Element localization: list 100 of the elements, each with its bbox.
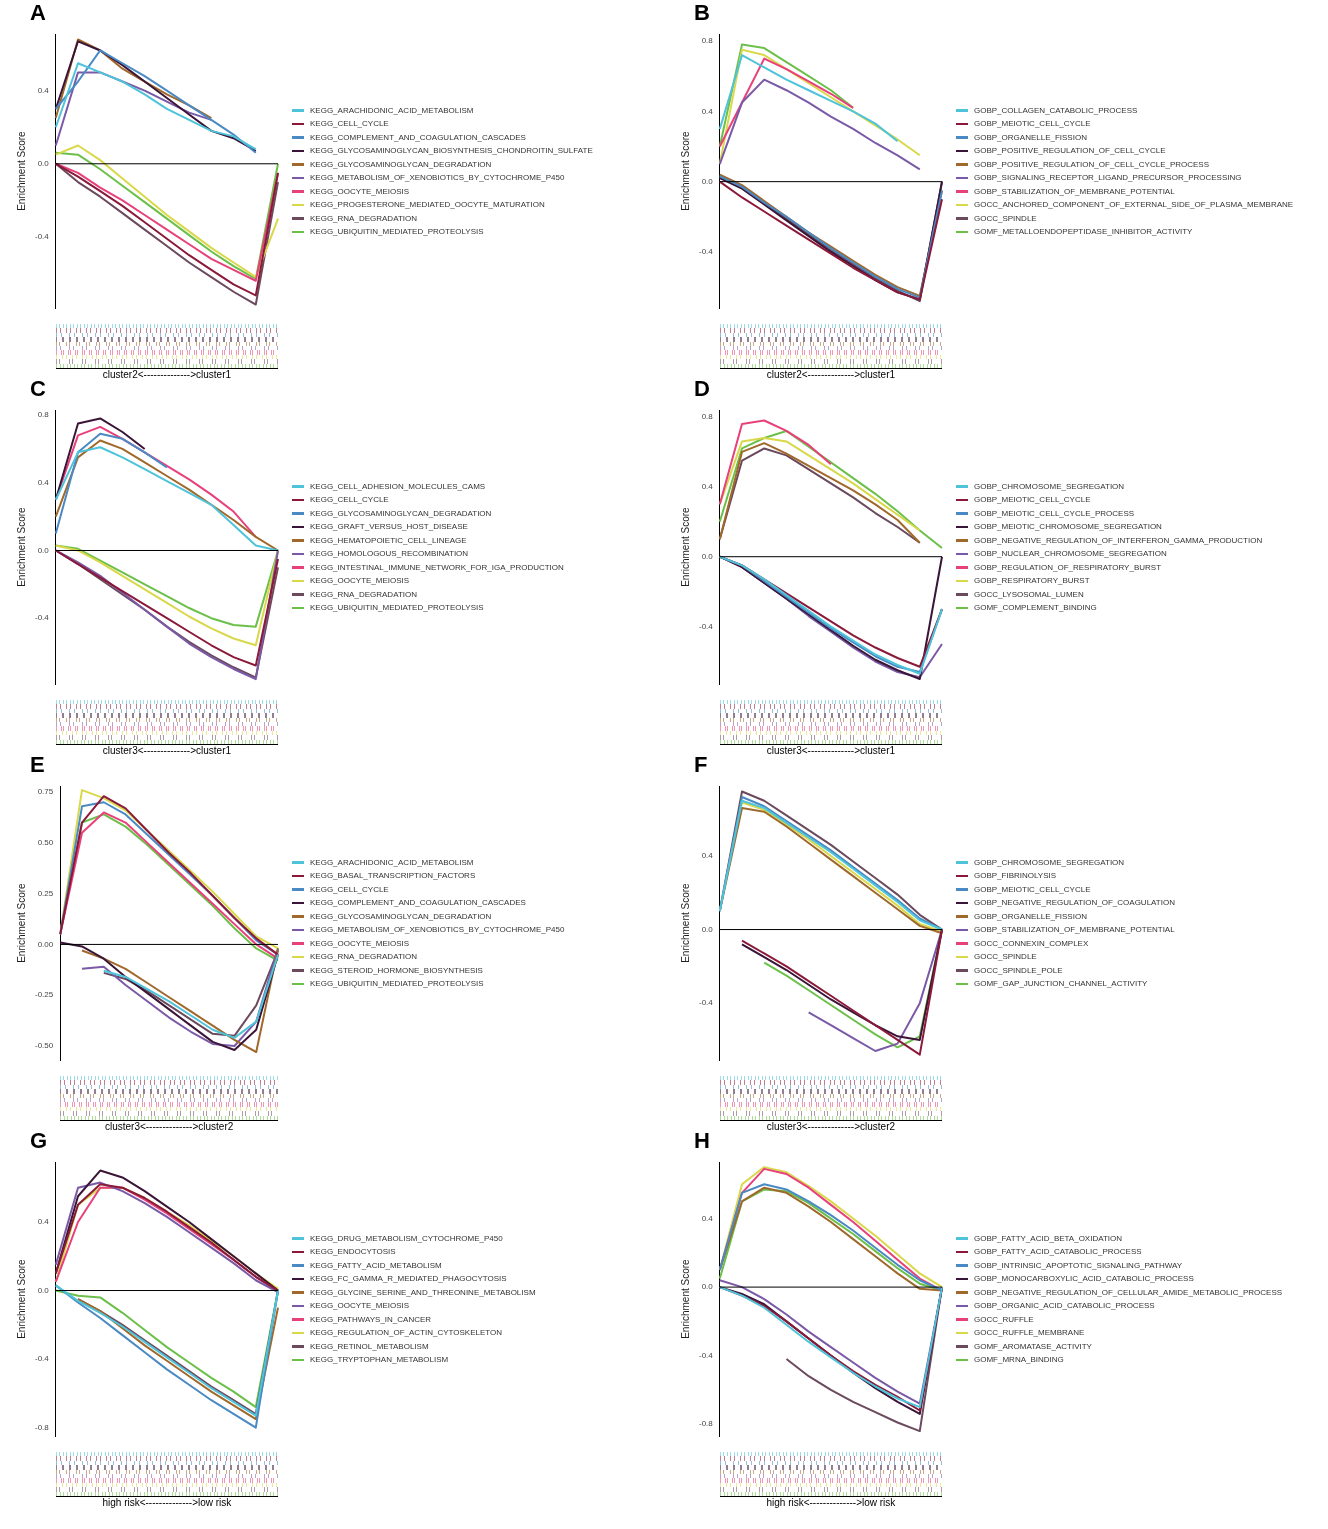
legend-label: KEGG_PROGESTERONE_MEDIATED_OOCYTE_MATURATION xyxy=(310,199,545,212)
y-axis-title: Enrichment Score xyxy=(15,882,27,963)
y-tick-label: 0.8 xyxy=(37,410,50,420)
y-tick-label: 0.4 xyxy=(701,1213,714,1223)
legend-label: KEGG_PATHWAYS_IN_CANCER xyxy=(310,1313,432,1326)
legend-label: KEGG_REGULATION_OF_ACTIN_CYTOSKELETON xyxy=(310,1327,503,1340)
legend-label: GOBP_MEIOTIC_CHROMOSOME_SEGREGATION xyxy=(974,521,1162,534)
chart-title: H xyxy=(694,1128,710,1154)
legend-label: GOCC_RUFFLE_MEMBRANE xyxy=(974,1327,1085,1340)
legend-label: KEGG_RNA_DEGRADATION xyxy=(310,951,417,964)
legend-label: KEGG_FC_GAMMA_R_MEDIATED_PHAGOCYTOSIS xyxy=(310,1273,507,1286)
chart-title: G xyxy=(30,1128,48,1154)
y-tick-label: 0.0 xyxy=(37,158,50,168)
y-tick-label: 0.0 xyxy=(701,176,714,186)
y-tick-label: -0.4 xyxy=(698,1350,714,1360)
y-tick-label: 0.0 xyxy=(37,545,50,555)
chart-title: D xyxy=(694,376,710,402)
legend-label: GOBP_ORGANELLE_FISSION xyxy=(974,910,1087,923)
legend-label: KEGG_ARACHIDONIC_ACID_METABOLISM xyxy=(310,104,474,117)
legend-label: KEGG_CELL_CYCLE xyxy=(310,494,389,507)
legend-label: GOCC_SPINDLE_POLE xyxy=(974,964,1063,977)
legend-label: KEGG_ARACHIDONIC_ACID_METABOLISM xyxy=(310,856,474,869)
legend-label: KEGG_CELL_CYCLE xyxy=(310,883,389,896)
legend-label: GOBP_MEIOTIC_CELL_CYCLE_PROCESS xyxy=(974,507,1135,520)
y-tick-label: 0.50 xyxy=(37,838,54,848)
legend-label: GOCC_ANCHORED_COMPONENT_OF_EXTERNAL_SIDE_OF_PLASMA_MEMBRANE xyxy=(974,199,1294,212)
legend-label: KEGG_OOCYTE_MEIOSIS xyxy=(310,185,410,198)
legend-label: KEGG_COMPLEMENT_AND_COAGULATION_CASCADES xyxy=(310,897,526,910)
legend-label: GOCC_RUFFLE xyxy=(974,1313,1034,1326)
legend-label: GOBP_NEGATIVE_REGULATION_OF_CELLULAR_AMIDE_METABOLIC_PROCESS xyxy=(974,1286,1283,1299)
legend-label: GOCC_LYSOSOMAL_LUMEN xyxy=(974,588,1084,601)
legend-label: KEGG_HOMOLOGOUS_RECOMBINATION xyxy=(310,548,469,561)
legend-label: GOMF_METALLOENDOPEPTIDASE_INHIBITOR_ACTIVITY xyxy=(974,226,1193,239)
y-tick-label: 0.4 xyxy=(37,1217,50,1227)
chart-title: C xyxy=(30,376,46,402)
legend-label: GOBP_MEIOTIC_CELL_CYCLE xyxy=(974,118,1091,131)
legend-label: GOBP_POSITIVE_REGULATION_OF_CELL_CYCLE_PROCESS xyxy=(974,158,1210,171)
legend-label: GOBP_RESPIRATORY_BURST xyxy=(974,575,1090,588)
chart-title: E xyxy=(30,752,45,778)
legend-label: GOBP_STABILIZATION_OF_MEMBRANE_POTENTIAL xyxy=(974,924,1175,937)
y-tick-label: 0.8 xyxy=(701,36,714,46)
legend-label: KEGG_ENDOCYTOSIS xyxy=(310,1246,396,1259)
y-tick-label: -0.25 xyxy=(35,990,54,1000)
y-tick-label: 0.75 xyxy=(37,787,54,797)
legend-label: KEGG_TRYPTOPHAN_METABOLISM xyxy=(310,1354,449,1367)
y-tick-label: -0.4 xyxy=(34,613,50,623)
legend-label: GOMF_GAP_JUNCTION_CHANNEL_ACTIVITY xyxy=(974,978,1148,991)
legend-label: GOBP_FIBRINOLYSIS xyxy=(974,870,1057,883)
y-tick-label: 0.4 xyxy=(37,477,50,487)
y-tick-label: 0.00 xyxy=(37,939,54,949)
legend-label: GOBP_MEIOTIC_CELL_CYCLE xyxy=(974,494,1091,507)
legend-label: KEGG_RNA_DEGRADATION xyxy=(310,588,417,601)
legend-label: KEGG_UBIQUITIN_MEDIATED_PROTEOLYSIS xyxy=(310,226,484,239)
legend-label: GOBP_REGULATION_OF_RESPIRATORY_BURST xyxy=(974,561,1162,574)
legend-label: KEGG_RNA_DEGRADATION xyxy=(310,212,417,225)
legend-label: KEGG_GLYCOSAMINOGLYCAN_DEGRADATION xyxy=(310,507,492,520)
y-tick-label: 0.0 xyxy=(37,1285,50,1295)
chart-title: A xyxy=(30,0,46,26)
legend-label: KEGG_CELL_CYCLE xyxy=(310,118,389,131)
y-tick-label: 0.0 xyxy=(701,924,714,934)
y-axis-title: Enrichment Score xyxy=(679,1258,691,1339)
legend-label: GOBP_ORGANELLE_FISSION xyxy=(974,131,1087,144)
legend-label: GOCC_CONNEXIN_COMPLEX xyxy=(974,937,1089,950)
legend-label: GOBP_COLLAGEN_CATABOLIC_PROCESS xyxy=(974,104,1138,117)
legend-label: GOBP_NEGATIVE_REGULATION_OF_INTERFERON_GAMMA_PRODUCTION xyxy=(974,534,1263,547)
legend-label: KEGG_METABOLISM_OF_XENOBIOTICS_BY_CYTOCHROME_P450 xyxy=(310,924,565,937)
legend-label: KEGG_GRAFT_VERSUS_HOST_DISEASE xyxy=(310,521,468,534)
y-axis-title: Enrichment Score xyxy=(15,1258,27,1339)
y-tick-label: -0.8 xyxy=(698,1419,714,1429)
y-axis-title: Enrichment Score xyxy=(679,130,691,211)
legend-label: GOBP_POSITIVE_REGULATION_OF_CELL_CYCLE xyxy=(974,145,1166,158)
y-tick-label: 0.25 xyxy=(37,888,54,898)
legend-label: KEGG_RETINOL_METABOLISM xyxy=(310,1340,429,1353)
legend-label: KEGG_INTESTINAL_IMMUNE_NETWORK_FOR_IGA_PRODUCTION xyxy=(310,561,564,574)
legend-label: KEGG_OOCYTE_MEIOSIS xyxy=(310,1300,410,1313)
legend-label: GOMF_COMPLEMENT_BINDING xyxy=(974,602,1097,615)
y-tick-label: 0.4 xyxy=(701,482,714,492)
legend-label: GOMF_MRNA_BINDING xyxy=(974,1354,1064,1367)
legend-label: KEGG_CELL_ADHESION_MOLECULES_CAMS xyxy=(310,480,486,493)
legend-label: GOBP_FATTY_ACID_BETA_OXIDATION xyxy=(974,1232,1123,1245)
y-tick-label: -0.4 xyxy=(34,232,50,242)
y-axis-title: Enrichment Score xyxy=(679,882,691,963)
y-tick-label: -0.4 xyxy=(698,621,714,631)
chart-title: B xyxy=(694,0,710,26)
y-tick-label: 0.0 xyxy=(701,1282,714,1292)
legend-label: GOBP_FATTY_ACID_CATABOLIC_PROCESS xyxy=(974,1246,1142,1259)
legend-label: KEGG_OOCYTE_MEIOSIS xyxy=(310,575,410,588)
y-tick-label: -0.4 xyxy=(698,998,714,1008)
chart-title: F xyxy=(694,752,708,778)
legend-label: GOBP_CHROMOSOME_SEGREGATION xyxy=(974,856,1125,869)
x-axis-title: cluster3<-------------->cluster2 xyxy=(766,1121,896,1132)
legend-label: GOMF_AROMATASE_ACTIVITY xyxy=(974,1340,1092,1353)
legend-label: GOCC_SPINDLE xyxy=(974,212,1037,225)
legend-label: GOBP_SIGNALING_RECEPTOR_LIGAND_PRECURSOR_PROCESSING xyxy=(974,172,1242,185)
legend-label: KEGG_GLYCINE_SERINE_AND_THREONINE_METABOLISM xyxy=(310,1286,536,1299)
legend-label: GOBP_MONOCARBOXYLIC_ACID_CATABOLIC_PROCESS xyxy=(974,1273,1194,1286)
x-axis-title: high risk<-------------->low risk xyxy=(102,1497,232,1508)
legend-label: GOBP_STABILIZATION_OF_MEMBRANE_POTENTIAL xyxy=(974,185,1175,198)
legend-label: KEGG_UBIQUITIN_MEDIATED_PROTEOLYSIS xyxy=(310,978,484,991)
y-axis-title: Enrichment Score xyxy=(679,506,691,587)
